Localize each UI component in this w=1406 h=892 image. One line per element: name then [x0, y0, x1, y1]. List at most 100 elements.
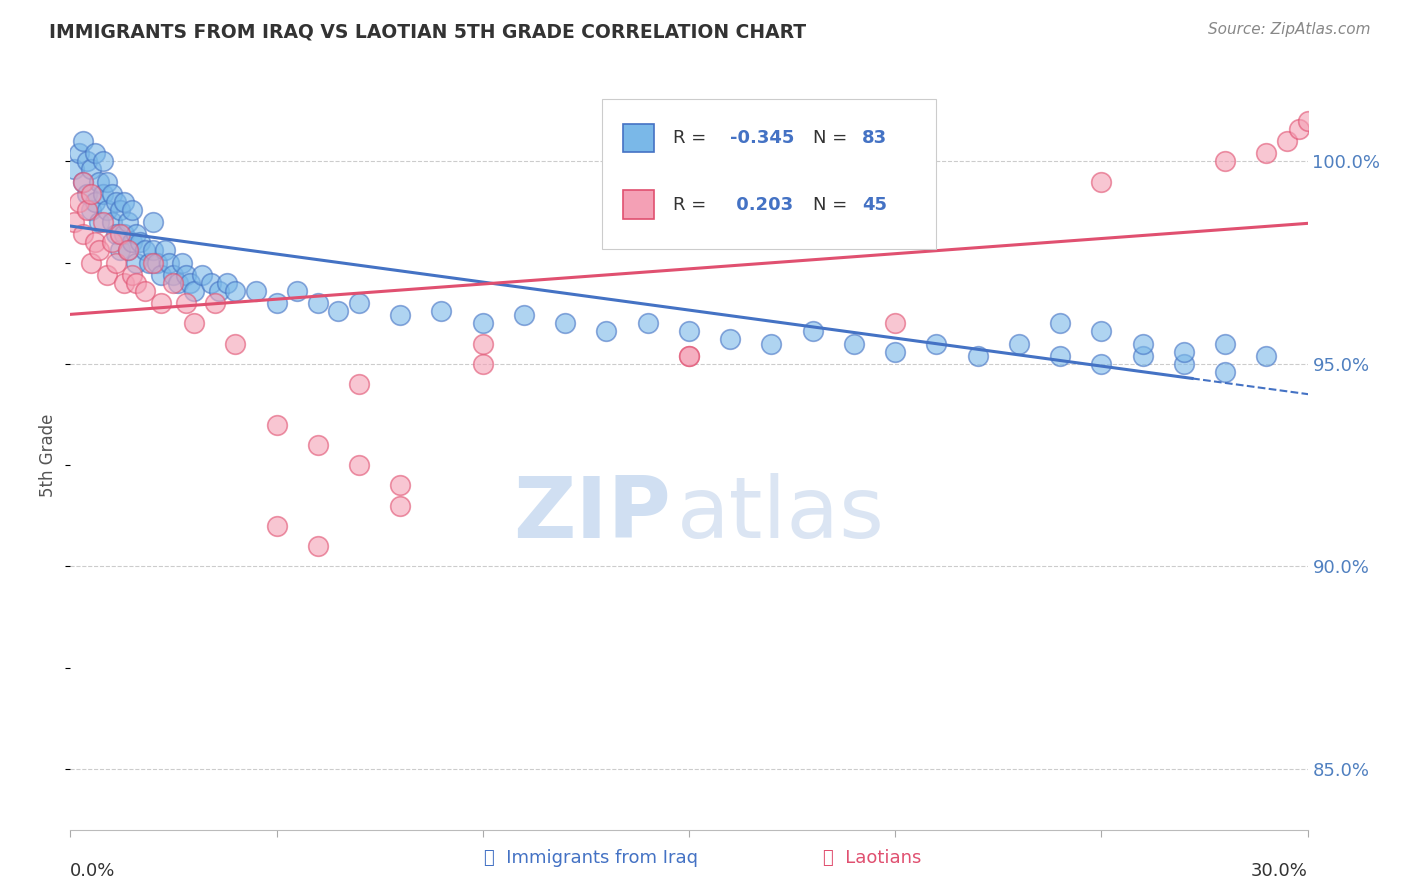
Point: [117, 244, 139, 258]
Point: [179, 276, 201, 290]
Point: [761, 336, 783, 351]
Text: 30.0%: 30.0%: [1251, 862, 1308, 880]
Point: [1213, 154, 1236, 169]
Text: N =: N =: [813, 129, 852, 147]
Point: [204, 296, 226, 310]
Point: [96, 202, 118, 217]
Point: [224, 336, 246, 351]
Point: [117, 215, 139, 229]
Point: [389, 478, 412, 492]
Point: [125, 276, 148, 290]
Point: [91, 186, 114, 201]
Point: [162, 276, 184, 290]
Text: Source: ZipAtlas.com: Source: ZipAtlas.com: [1208, 22, 1371, 37]
Point: [637, 316, 659, 330]
Point: [104, 194, 127, 209]
Point: [1256, 349, 1278, 363]
Point: [183, 284, 205, 298]
Point: [96, 175, 118, 189]
Text: N =: N =: [813, 196, 852, 214]
Point: [80, 202, 103, 217]
Point: [121, 268, 143, 282]
Point: [63, 162, 86, 177]
Text: R =: R =: [673, 129, 711, 147]
Point: [84, 235, 107, 250]
Point: [718, 333, 741, 347]
Point: [1132, 349, 1154, 363]
Point: [471, 316, 494, 330]
Point: [1213, 336, 1236, 351]
Text: ZIP: ZIP: [513, 474, 671, 557]
Point: [150, 296, 173, 310]
Point: [80, 186, 103, 201]
Point: [170, 255, 193, 269]
Point: [129, 235, 152, 250]
Point: [67, 146, 90, 161]
Point: [208, 284, 231, 298]
Point: [1173, 357, 1195, 371]
Point: [91, 215, 114, 229]
Point: [80, 162, 103, 177]
Point: [112, 194, 135, 209]
Y-axis label: 5th Grade: 5th Grade: [39, 413, 58, 497]
Text: R =: R =: [673, 196, 711, 214]
Point: [174, 296, 197, 310]
Text: 0.0%: 0.0%: [70, 862, 115, 880]
Point: [925, 336, 948, 351]
Point: [1173, 344, 1195, 359]
Point: [471, 357, 494, 371]
Point: [72, 134, 94, 148]
Point: [1049, 349, 1071, 363]
Point: [134, 284, 156, 298]
Point: [76, 202, 98, 217]
Point: [266, 296, 288, 310]
Point: [112, 227, 135, 242]
Point: [328, 304, 350, 318]
Point: [84, 146, 107, 161]
Text: 0.203: 0.203: [730, 196, 793, 214]
Point: [307, 296, 329, 310]
Point: [117, 244, 139, 258]
Point: [801, 325, 824, 339]
Point: [347, 377, 370, 392]
Point: [1090, 175, 1112, 189]
Text: -0.345: -0.345: [730, 129, 794, 147]
Point: [112, 276, 135, 290]
Point: [100, 235, 122, 250]
Point: [245, 284, 267, 298]
Point: [157, 255, 180, 269]
FancyBboxPatch shape: [602, 99, 936, 249]
Point: [678, 349, 700, 363]
Point: [215, 276, 238, 290]
Point: [1132, 336, 1154, 351]
Point: [125, 227, 148, 242]
Point: [174, 268, 197, 282]
Point: [125, 255, 148, 269]
Point: [430, 304, 453, 318]
Point: [84, 194, 107, 209]
Point: [191, 268, 214, 282]
Point: [162, 268, 184, 282]
Point: [89, 215, 111, 229]
Point: [138, 255, 160, 269]
Point: [307, 438, 329, 452]
Point: [108, 227, 131, 242]
Point: [80, 255, 103, 269]
Point: [72, 175, 94, 189]
Point: [1288, 121, 1310, 136]
Point: [76, 186, 98, 201]
Point: [153, 244, 176, 258]
Point: [142, 215, 165, 229]
Point: [67, 194, 90, 209]
FancyBboxPatch shape: [623, 123, 654, 152]
Point: [1008, 336, 1031, 351]
Point: [142, 244, 165, 258]
Point: [134, 244, 156, 258]
Point: [183, 316, 205, 330]
Point: [1296, 113, 1319, 128]
Point: [108, 202, 131, 217]
Point: [1275, 134, 1298, 148]
Point: [72, 175, 94, 189]
Point: [100, 215, 122, 229]
Text: ⬛  Laotians: ⬛ Laotians: [823, 849, 921, 867]
